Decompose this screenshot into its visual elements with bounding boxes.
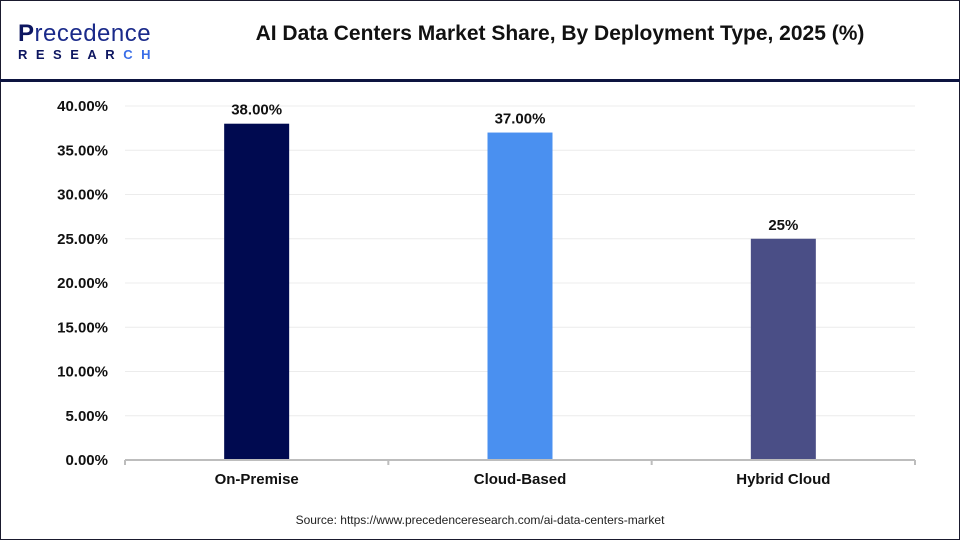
y-tick-label: 25.00% <box>57 231 108 248</box>
y-tick-label: 35.00% <box>57 142 108 159</box>
y-tick-label: 0.00% <box>65 452 108 469</box>
y-tick-label: 10.00% <box>57 364 108 381</box>
y-tick-label: 40.00% <box>57 98 108 115</box>
logo-word: recedence <box>34 20 152 47</box>
y-tick-label: 20.00% <box>57 275 108 292</box>
y-tick-label: 30.00% <box>57 187 108 204</box>
logo-subword-accent: CH <box>123 47 159 62</box>
y-tick-label: 15.00% <box>57 319 108 336</box>
x-category-label: On-Premise <box>215 471 299 488</box>
data-label: 38.00% <box>231 102 282 119</box>
chart-title: AI Data Centers Market Share, By Deploym… <box>255 22 865 45</box>
bar <box>224 123 290 460</box>
logo-subword: RESEAR <box>18 47 124 62</box>
source-note: Source: https://www.precedenceresearch.c… <box>295 513 665 527</box>
x-category-label: Hybrid Cloud <box>736 471 830 488</box>
logo: Precedence RESEARCH <box>18 20 159 63</box>
logo-initial: P <box>18 20 35 47</box>
bar <box>750 238 816 460</box>
data-label: 25% <box>768 217 798 234</box>
y-tick-label: 5.00% <box>65 408 108 425</box>
bar <box>487 132 553 461</box>
data-label: 37.00% <box>495 111 546 128</box>
header-divider <box>0 79 960 82</box>
x-category-label: Cloud-Based <box>474 471 567 488</box>
